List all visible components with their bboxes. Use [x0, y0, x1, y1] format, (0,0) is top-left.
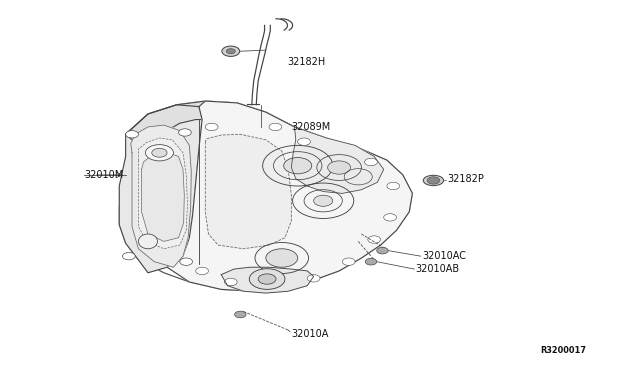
Text: 32010AC: 32010AC — [422, 251, 466, 261]
Polygon shape — [119, 105, 202, 273]
Text: 32010M: 32010M — [84, 170, 124, 180]
Circle shape — [122, 253, 135, 260]
Circle shape — [284, 158, 312, 174]
Ellipse shape — [138, 234, 157, 249]
Polygon shape — [221, 267, 314, 293]
Text: 32089M: 32089M — [291, 122, 331, 132]
Polygon shape — [131, 125, 191, 267]
Circle shape — [314, 195, 333, 206]
Circle shape — [258, 274, 276, 284]
Circle shape — [365, 259, 377, 265]
Text: 32010AB: 32010AB — [415, 264, 460, 274]
Circle shape — [377, 247, 388, 254]
Polygon shape — [205, 134, 291, 249]
Circle shape — [328, 161, 351, 174]
Polygon shape — [138, 138, 188, 249]
Circle shape — [387, 182, 399, 190]
Circle shape — [307, 275, 320, 282]
Polygon shape — [141, 152, 184, 241]
Text: 32182H: 32182H — [287, 57, 325, 67]
Circle shape — [179, 129, 191, 136]
Circle shape — [342, 258, 355, 265]
Circle shape — [145, 145, 173, 161]
Circle shape — [269, 123, 282, 131]
Circle shape — [365, 158, 378, 166]
Circle shape — [249, 269, 285, 289]
Text: 32182P: 32182P — [447, 174, 484, 184]
Circle shape — [298, 138, 310, 145]
Circle shape — [235, 311, 246, 318]
Circle shape — [196, 267, 209, 275]
Text: R3200017: R3200017 — [540, 346, 586, 355]
Circle shape — [384, 214, 396, 221]
Circle shape — [152, 148, 167, 157]
Polygon shape — [167, 101, 412, 291]
Circle shape — [205, 123, 218, 131]
Circle shape — [222, 46, 240, 57]
Circle shape — [225, 278, 237, 286]
Circle shape — [227, 49, 236, 54]
Circle shape — [125, 131, 138, 138]
Polygon shape — [119, 101, 412, 291]
Polygon shape — [291, 127, 384, 193]
Circle shape — [368, 236, 381, 243]
Circle shape — [262, 280, 275, 288]
Circle shape — [180, 258, 193, 265]
Circle shape — [427, 177, 440, 184]
Polygon shape — [125, 101, 294, 145]
Circle shape — [266, 249, 298, 267]
Ellipse shape — [423, 175, 444, 186]
Text: 32010A: 32010A — [291, 329, 329, 339]
